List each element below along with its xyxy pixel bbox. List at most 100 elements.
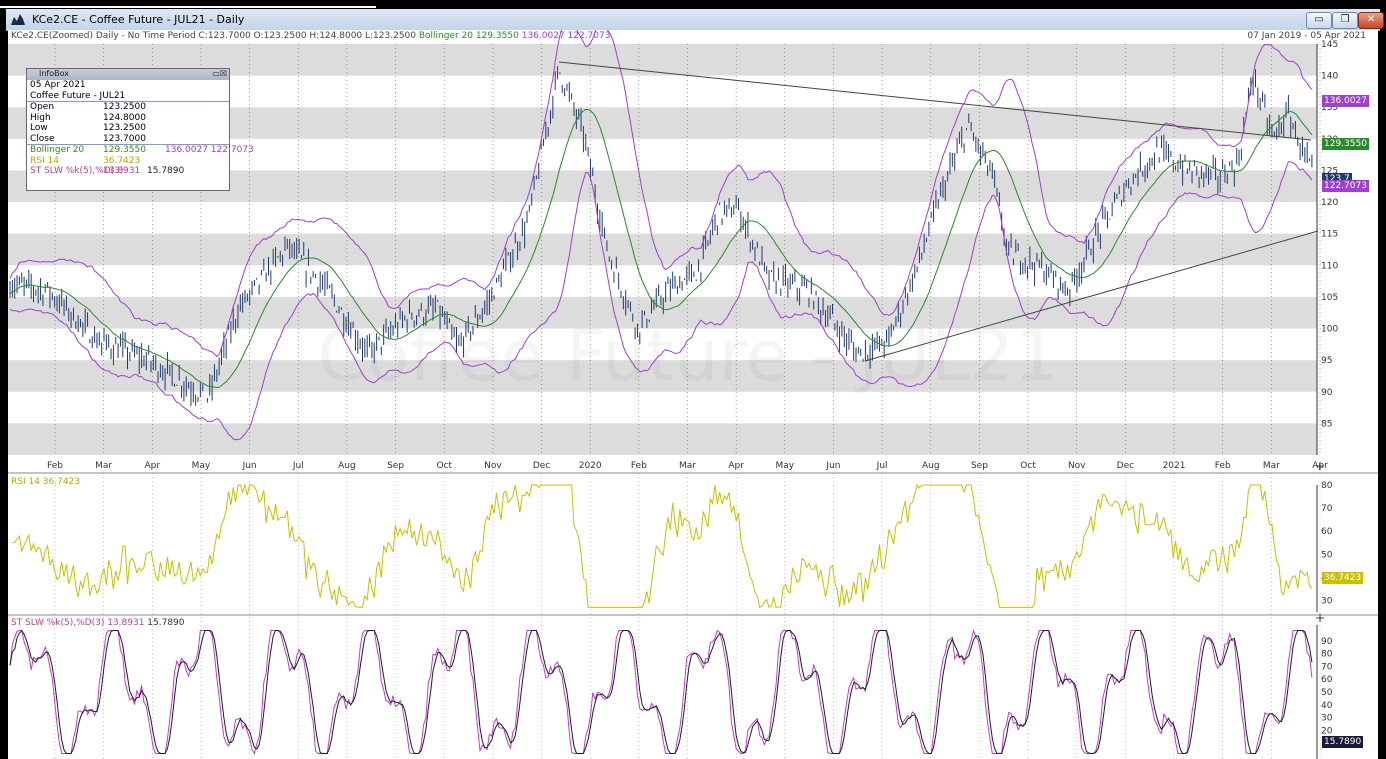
- tag-rsi: 36.7423: [1322, 572, 1364, 584]
- infobox-row-high: High 124.8000: [27, 113, 229, 124]
- month-label: Oct: [436, 461, 452, 471]
- trendline-upper: [558, 61, 1312, 141]
- top-strip: [0, 0, 1386, 8]
- tag-bollinger-upper: 136.0027: [1322, 95, 1369, 107]
- stochastic-header-k: ST SLW %k(5),%D(3) 13.8931: [11, 618, 145, 628]
- rsi-tick-label: 80: [1321, 481, 1333, 491]
- stochastic-tick-label: 90: [1321, 637, 1333, 647]
- price-tick-label: 135: [1321, 103, 1338, 113]
- infobox-row-bollinger: Bollinger 20 129.3550 136.0027 122.7073: [27, 145, 254, 156]
- rsi-tick-label: 60: [1321, 527, 1333, 537]
- rsi-tick-label: 50: [1321, 550, 1333, 560]
- month-label: 2020: [579, 461, 602, 471]
- month-label: Nov: [1068, 461, 1086, 471]
- month-label: Mar: [679, 461, 696, 471]
- infobox-value: 123.2500: [103, 123, 146, 133]
- restore-button[interactable]: ❐: [1332, 12, 1358, 29]
- stochastic-y-axis: 908070605040302010: [1321, 637, 1333, 749]
- price-panel-header: KCe2.CE(Zoomed) Daily - No Time Period C…: [11, 31, 610, 41]
- infobox-row-open: Open 123.2500: [27, 102, 229, 113]
- rsi-panel-header: RSI 14 36.7423: [11, 477, 81, 487]
- month-label: Jul: [876, 461, 888, 471]
- price-tick-label: 85: [1321, 419, 1332, 429]
- month-label: Feb: [47, 461, 63, 471]
- month-label: Jul: [292, 461, 304, 471]
- title-bar[interactable]: KCe2.CE - Coffee Future - JUL21 - Daily …: [6, 9, 1384, 31]
- price-tick-label: 90: [1321, 388, 1333, 398]
- price-tick-label: 145: [1321, 40, 1338, 50]
- stochastic-tick-label: 60: [1321, 675, 1333, 685]
- bollinger-upper-line: [9, 30, 1313, 358]
- price-header-bollinger: Bollinger 20 129.3550: [418, 31, 519, 41]
- stochastic-header-d: 15.7890: [147, 618, 185, 628]
- infobox-label: Close: [30, 133, 55, 144]
- infobox-row-low: Low 123.2500: [27, 123, 229, 134]
- month-label: May: [776, 461, 795, 471]
- stochastic-tick-label: 30: [1321, 714, 1333, 724]
- infobox-label: Bollinger 20: [30, 145, 85, 155]
- bollinger-middle-line: [9, 108, 1313, 389]
- infobox-label: Open: [30, 102, 55, 112]
- infobox-title: InfoBox: [39, 69, 70, 78]
- infobox-label: ST SLW %k(5),%D(3): [30, 166, 124, 176]
- rsi-tick-label: 30: [1321, 596, 1333, 606]
- stochastic-d-line: [9, 630, 1313, 754]
- month-label: Sep: [971, 461, 988, 471]
- price-header-bands: 136.0027 122.7073: [521, 31, 611, 41]
- price-y-axis: 145140135130125120115110105100959085: [1321, 40, 1338, 429]
- trendline-lower: [864, 230, 1319, 362]
- close-button[interactable]: ✕: [1358, 12, 1384, 29]
- stochastic-tick-label: 20: [1321, 726, 1333, 736]
- infobox-window-buttons-icon[interactable]: ▭☒: [212, 69, 227, 78]
- price-tick-label: 120: [1321, 198, 1338, 208]
- stochastic-panel-header: ST SLW %k(5),%D(3) 13.8931 15.7890: [11, 618, 185, 628]
- month-label: Feb: [1215, 461, 1231, 471]
- infobox-titlebar[interactable]: InfoBox ▭☒: [27, 69, 229, 80]
- infobox-value: 36.7423: [103, 155, 141, 166]
- month-label: Aug: [338, 461, 356, 471]
- infobox-label: Low: [30, 123, 48, 133]
- tag-stochastic: 15.7890: [1322, 736, 1364, 748]
- month-label: Sep: [387, 461, 404, 471]
- rsi-tick-label: 70: [1321, 504, 1333, 514]
- infobox-row-close: Close 123.7000: [27, 133, 229, 145]
- chart-canvas[interactable]: Coffee Future - JUL21 145140135130125120…: [8, 30, 1378, 759]
- infobox-value: 123.2500: [103, 102, 146, 112]
- stochastic-k-line: [9, 628, 1313, 755]
- price-band: [8, 423, 1317, 455]
- month-label: Jun: [825, 461, 840, 471]
- tag-bollinger-middle: 129.3550: [1322, 138, 1369, 150]
- bollinger-lower-line: [9, 161, 1313, 441]
- price-tick-label: 125: [1321, 166, 1338, 176]
- month-label: Feb: [631, 461, 647, 471]
- month-label: Apr: [1312, 461, 1328, 471]
- crosshair-icon[interactable]: +: [1315, 611, 1325, 625]
- infobox-label: RSI 14: [30, 155, 59, 166]
- rsi-line: [12, 483, 1313, 609]
- price-tick-label: 140: [1321, 72, 1338, 82]
- minimize-button[interactable]: ▭: [1306, 12, 1332, 29]
- infobox-value: 129.3550: [103, 145, 146, 155]
- price-bars: [9, 66, 1313, 406]
- tag-bollinger-lower: 122.7073: [1322, 180, 1369, 192]
- month-label: Nov: [484, 461, 502, 471]
- month-label: Apr: [145, 461, 161, 471]
- price-tick-label: 100: [1321, 325, 1338, 335]
- price-tick-label: 95: [1321, 356, 1332, 366]
- infobox-row-rsi: RSI 14 36.7423: [27, 156, 229, 167]
- date-range: 07 Jan 2019 - 05 Apr 2021: [1247, 31, 1366, 41]
- infobox-value-bands: 136.0027 122.7073: [165, 145, 254, 155]
- infobox-panel[interactable]: InfoBox ▭☒ 05 Apr 2021 Coffee Future - J…: [26, 68, 254, 191]
- crosshair-icon[interactable]: +: [1315, 459, 1325, 473]
- chart-area[interactable]: Coffee Future - JUL21 145140135130125120…: [8, 30, 1378, 759]
- month-axis: Feb Mar Apr May Jun Jul Aug Sep Oct Nov Dec 2020 Feb…: [47, 461, 1328, 471]
- month-label: Mar: [95, 461, 112, 471]
- chart-icon: [11, 13, 25, 28]
- month-label: Jun: [242, 461, 257, 471]
- window-title: KCe2.CE - Coffee Future - JUL21 - Daily: [32, 13, 245, 26]
- month-label: Apr: [728, 461, 744, 471]
- month-label: 2021: [1163, 461, 1186, 471]
- stochastic-tick-label: 50: [1321, 688, 1333, 698]
